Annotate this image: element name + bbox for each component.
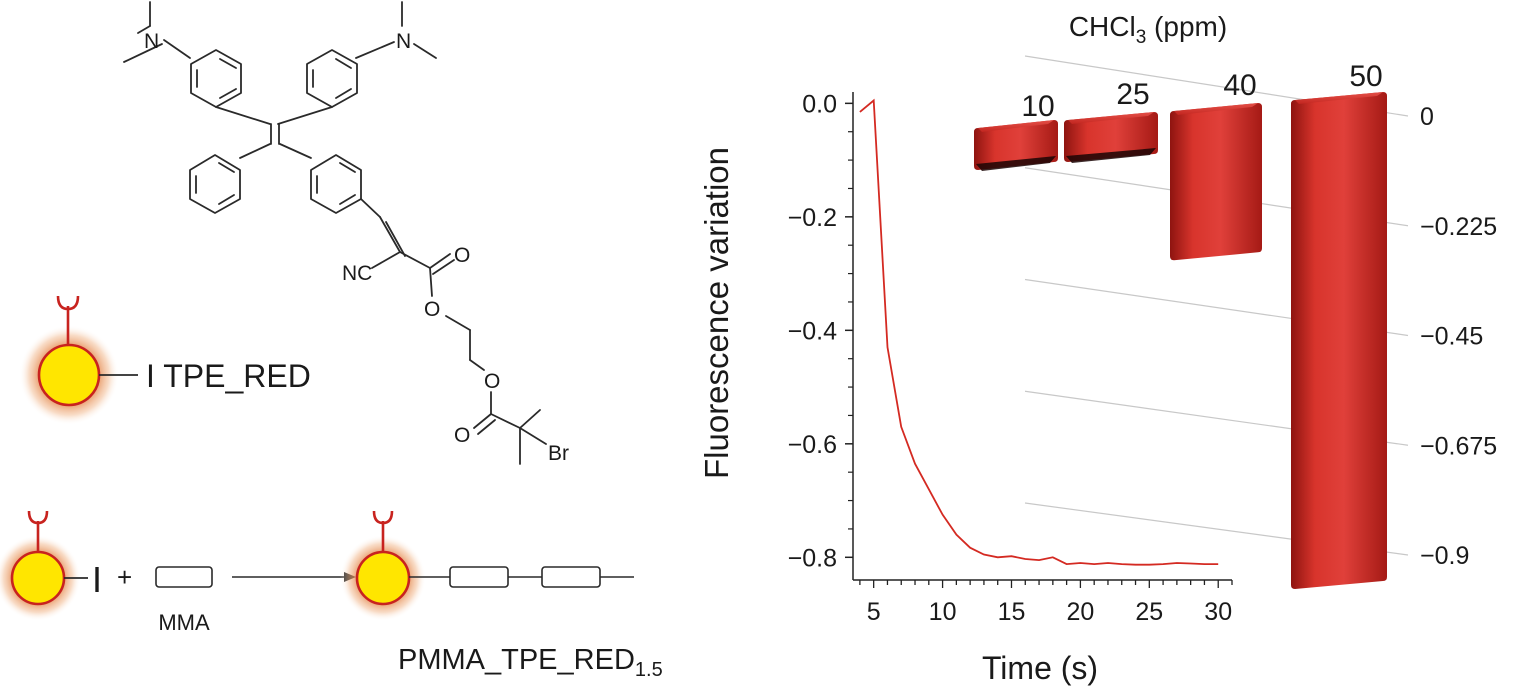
bar-top [978, 120, 1054, 132]
bar-top [1295, 92, 1383, 104]
line-axes: 0.0 −0.2 −0.4 −0.6 −0.8 5 10 15 20 25 30 [788, 90, 1233, 626]
reaction-scheme: I + MMA PMMA_TPE_RED1.5 [0, 510, 663, 681]
bond [469, 359, 485, 371]
bond [429, 267, 433, 297]
bar-axis-tick-labels: 0 −0.225 −0.45 −0.675 −0.9 [1420, 103, 1497, 570]
bond [371, 251, 401, 269]
y-tick-label: −0.8 [788, 544, 837, 572]
mma-monomer [155, 566, 213, 588]
atom-nc: NC [342, 262, 372, 285]
bar-shadow [976, 156, 1056, 171]
y-tick-label: 0.0 [802, 90, 837, 118]
bar-top [1174, 103, 1258, 115]
bar-axis-tick-label: −0.675 [1420, 432, 1497, 460]
atom-n-right: N [396, 30, 411, 53]
tpe-red-structure: N N [123, 1, 569, 465]
pmma-unit [541, 566, 601, 588]
bond [473, 413, 492, 429]
bar-10: 10 [974, 90, 1058, 171]
y-axis-label: Fluorescence variation [698, 147, 735, 479]
bond [432, 259, 455, 275]
bond [429, 253, 451, 269]
particle-core [10, 550, 66, 606]
benzene-ring-top-right [306, 49, 358, 108]
bar-body [974, 120, 1058, 170]
bar-body [1064, 112, 1158, 162]
bond [279, 143, 312, 159]
x-tick-label: 5 [867, 598, 881, 626]
y-tick-label: −0.2 [788, 204, 837, 232]
x-axis-label: Time (s) [982, 650, 1098, 686]
bar-axis-tick-label: −0.225 [1420, 213, 1497, 241]
bar-body [1291, 92, 1387, 589]
atom-n-left: N [144, 30, 159, 53]
bond [360, 198, 381, 218]
bar-category-label: 40 [1223, 69, 1256, 102]
phenyl-ring-left [189, 154, 241, 214]
bond [379, 216, 401, 253]
particle-core [37, 343, 101, 407]
pmma-unit [449, 566, 509, 588]
bond [385, 221, 406, 257]
bar-top [1068, 112, 1154, 124]
particle-receptor [27, 510, 49, 525]
bar-40: 40 [1170, 69, 1262, 261]
mma-label: MMA [158, 610, 210, 635]
particle-receptor [372, 510, 394, 525]
particle-receptor [56, 295, 80, 311]
bar-axis-tick-label: 0 [1420, 103, 1434, 131]
bar-shadow [1066, 148, 1156, 163]
bond [355, 41, 395, 59]
bar-axis-tick-label: −0.9 [1420, 542, 1469, 570]
initiator-label: I TPE_RED [146, 358, 311, 394]
bar-body [1170, 103, 1262, 261]
bar-category-label: 10 [1021, 90, 1054, 123]
bar-category-label: 25 [1116, 78, 1149, 111]
benzene-ring-top-left [190, 49, 242, 108]
bond [519, 409, 541, 429]
bond [477, 419, 496, 435]
bond [277, 106, 333, 125]
bond [399, 251, 431, 269]
chcl3-bars: 10 25 40 50 [974, 60, 1387, 589]
fluorescence-line [859, 98, 1219, 566]
atom-br: Br [548, 442, 569, 465]
fluorescence-chart: 0.0−0.2−0.4−0.6−0.85 10 15 20 25 30 10 25 40 50 … [698, 11, 1497, 686]
plus-sign: + [117, 562, 132, 592]
initiator-atom: I [92, 559, 102, 600]
bar-25: 25 [1064, 78, 1158, 163]
y-tick-label: −0.4 [788, 317, 837, 345]
bond [163, 39, 191, 59]
bar-chart-title: CHCl3 (ppm) [1069, 11, 1227, 48]
x-tick-label: 25 [1135, 598, 1163, 626]
x-tick-label: 20 [1066, 598, 1094, 626]
y-tick-label: −0.6 [788, 431, 837, 459]
atom-o-carbonyl-1: O [454, 244, 470, 267]
bond [239, 143, 271, 159]
bar-50: 50 [1291, 60, 1387, 589]
x-tick-label: 15 [998, 598, 1026, 626]
particle-core [355, 550, 411, 606]
bar-axis-tick-label: −0.45 [1420, 323, 1483, 351]
bond [445, 315, 471, 331]
bond [490, 413, 521, 429]
atom-o-ester-2: O [484, 370, 500, 393]
initiator-particle: I TPE_RED [19, 295, 311, 425]
bond [519, 427, 547, 445]
bond [413, 43, 437, 59]
bond [123, 43, 163, 63]
x-tick-label: 30 [1204, 598, 1232, 626]
x-tick-label: 10 [929, 598, 957, 626]
bar-category-label: 50 [1349, 60, 1382, 93]
bond [215, 106, 271, 125]
product-label: PMMA_TPE_RED1.5 [398, 644, 663, 681]
benzene-ring-middle-right [310, 154, 362, 214]
atom-o-carbonyl-2: O [454, 424, 470, 447]
bond [137, 25, 151, 34]
atom-o-ester-1: O [424, 298, 440, 321]
